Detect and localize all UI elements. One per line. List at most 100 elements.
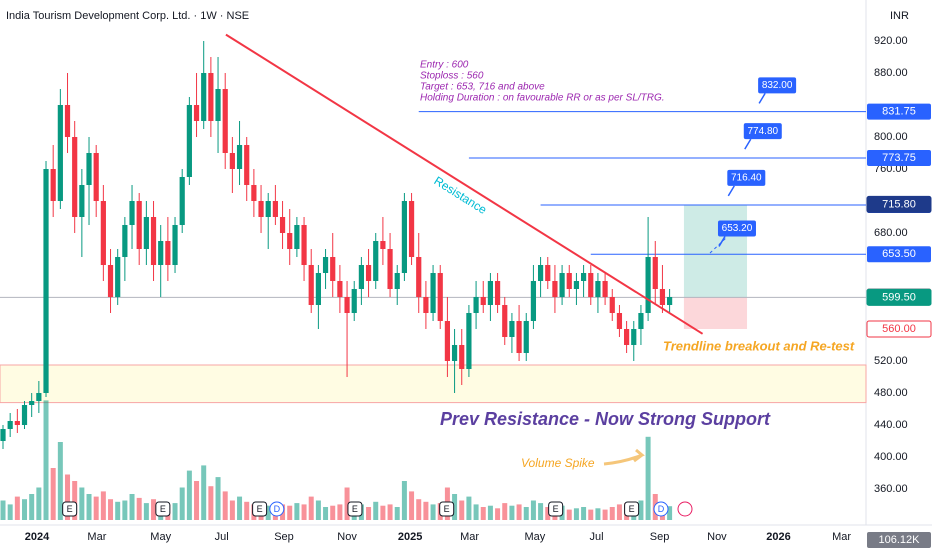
candle-body	[380, 241, 386, 249]
candle-body	[645, 257, 651, 313]
candle-body	[623, 329, 630, 345]
event-label: E	[352, 504, 358, 514]
x-tick-label: May	[150, 531, 171, 543]
volume-spike-arrow	[603, 448, 645, 466]
candle-body	[208, 73, 214, 121]
candle-body	[394, 273, 400, 289]
note-line: Holding Duration : on favourable RR or a…	[420, 93, 665, 104]
event-label: E	[629, 504, 635, 514]
volume-bar	[100, 491, 106, 520]
volume-bar	[122, 500, 128, 520]
volume-bar	[423, 501, 429, 520]
candle-body	[165, 241, 171, 265]
volume-bar	[573, 508, 579, 520]
volume-bar	[72, 481, 78, 520]
callout-label: 832.00	[762, 80, 793, 91]
event-marker	[269, 501, 285, 517]
candle-body	[667, 297, 673, 305]
level-label: 653.50	[882, 248, 916, 260]
x-tick-label: Sep	[650, 531, 670, 543]
stop-zone	[683, 297, 748, 329]
candle-body	[530, 281, 537, 321]
volume-bar	[602, 509, 608, 520]
candle-body	[373, 241, 379, 281]
candle-body	[466, 313, 472, 369]
level-label-bg	[867, 246, 931, 263]
volume-bar	[215, 477, 221, 520]
volume-bar	[638, 500, 644, 520]
callout-tail	[727, 185, 735, 197]
target-zone	[683, 205, 748, 297]
candle-body	[444, 321, 451, 361]
callout-box	[727, 169, 766, 186]
level-label-bg	[867, 103, 931, 120]
candle-body	[201, 73, 207, 121]
volume-bar	[566, 509, 572, 520]
candle-body	[93, 153, 99, 201]
volume-bar	[151, 499, 157, 520]
event-label: E	[257, 504, 263, 514]
candle-body	[215, 89, 221, 121]
candle-body	[365, 265, 372, 281]
volume-bar	[394, 507, 400, 520]
candle-body	[322, 257, 329, 273]
price-label: 715.80	[882, 198, 916, 210]
volume-bar	[136, 497, 142, 520]
candle-body	[244, 145, 250, 185]
volume-bar	[380, 505, 386, 520]
volume-bar	[129, 494, 135, 520]
volume-bar	[36, 487, 42, 520]
candle-body	[251, 185, 257, 201]
volume-bar	[143, 503, 149, 520]
candle-body	[122, 225, 128, 257]
event-marker	[155, 501, 171, 517]
candle-body	[595, 281, 601, 297]
volume-bar	[459, 500, 465, 520]
volume-bar	[323, 507, 329, 520]
candle-body	[186, 105, 192, 177]
event-marker	[653, 501, 669, 517]
candle-body	[537, 265, 544, 281]
volume-bar	[330, 505, 336, 520]
event-marker	[252, 501, 268, 517]
level-label-bg	[867, 150, 931, 166]
annotation: Volume Spike	[521, 456, 595, 470]
callout-label: 774.80	[747, 126, 778, 137]
volume-bar	[495, 508, 501, 520]
volume-bar	[179, 487, 185, 520]
callout-box	[758, 77, 797, 94]
callout-box	[717, 220, 756, 237]
candle-body	[265, 201, 271, 217]
y-tick-label: 520.00	[874, 355, 908, 367]
price-label: 560.00	[882, 323, 916, 335]
volume-bar	[409, 491, 415, 520]
price-label-bg	[866, 195, 932, 213]
callout-label: 653.20	[722, 223, 753, 234]
level-label: 831.75	[882, 106, 916, 118]
volume-bar	[244, 501, 250, 520]
candle-body	[272, 201, 278, 217]
volume-bar	[301, 504, 307, 520]
candle-body	[473, 297, 479, 313]
trendline	[225, 33, 704, 335]
x-tick-label: Mar	[460, 531, 479, 543]
volume-bar	[387, 504, 393, 520]
x-tick-label: 2024	[25, 531, 50, 543]
candle-body	[21, 405, 28, 425]
candle-body	[358, 265, 364, 289]
event-label: E	[67, 504, 73, 514]
candle-body	[100, 201, 106, 265]
candle-body	[50, 169, 56, 201]
volume-label: 106.12K	[879, 534, 921, 546]
candle-body	[480, 297, 486, 305]
volume-bar	[308, 496, 314, 520]
candle-body	[344, 297, 350, 313]
candle-body	[136, 201, 142, 249]
y-tick-label: 920.00	[874, 35, 908, 47]
candle-body	[416, 257, 422, 297]
volume-bar	[294, 503, 300, 520]
callout-box	[743, 123, 782, 140]
event-label: D	[274, 504, 281, 514]
candle-body	[294, 225, 300, 249]
candle-body	[287, 233, 293, 249]
